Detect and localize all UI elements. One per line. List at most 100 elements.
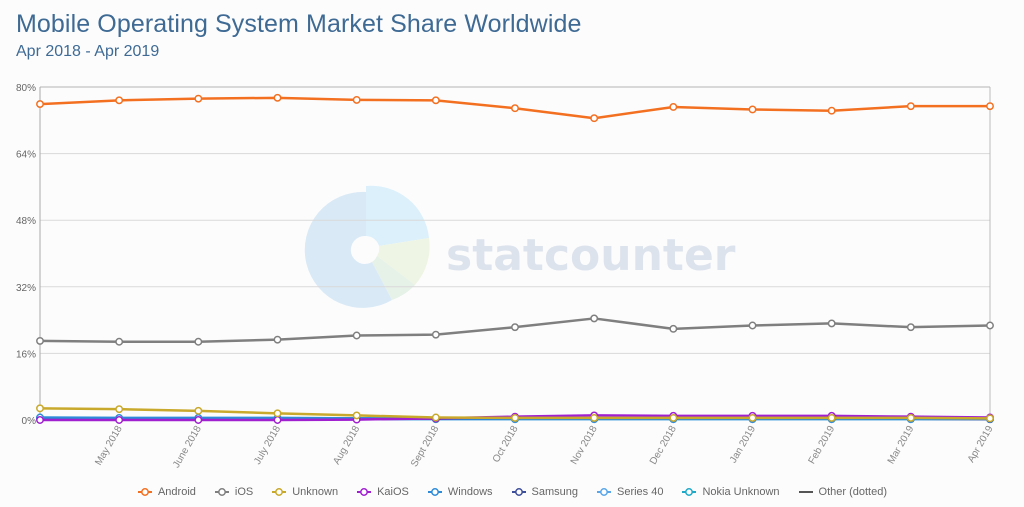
series-unknown[interactable] xyxy=(36,404,994,423)
data-point[interactable] xyxy=(352,95,361,104)
data-point[interactable] xyxy=(986,321,994,330)
data-point[interactable] xyxy=(194,94,203,103)
chart-subtitle: Apr 2018 - Apr 2019 xyxy=(16,43,160,60)
data-point[interactable] xyxy=(273,93,282,102)
circle-marker-icon xyxy=(511,488,526,496)
data-point[interactable] xyxy=(352,411,361,420)
data-point[interactable] xyxy=(669,324,678,333)
data-point[interactable] xyxy=(590,413,599,422)
legend-item-samsung[interactable]: Samsung xyxy=(511,486,578,498)
circle-marker-icon xyxy=(427,488,442,496)
legend-label: KaiOS xyxy=(377,486,409,498)
legend-item-android[interactable]: Android xyxy=(137,486,196,498)
data-point[interactable] xyxy=(511,323,519,332)
x-tick-label: Sept 2018 xyxy=(409,424,442,469)
circle-marker-icon xyxy=(137,488,152,496)
x-tick-label: Mar 2019 xyxy=(886,424,917,466)
data-point[interactable] xyxy=(115,337,124,346)
data-point[interactable] xyxy=(115,96,124,105)
data-point[interactable] xyxy=(273,335,282,344)
watermark-text: statcounter xyxy=(446,230,736,281)
data-point[interactable] xyxy=(748,321,757,330)
x-tick-label: May 2018 xyxy=(93,424,125,468)
y-tick-label: 80% xyxy=(16,83,36,94)
data-point[interactable] xyxy=(511,413,519,422)
y-tick-label: 32% xyxy=(16,283,36,294)
data-point[interactable] xyxy=(273,416,282,424)
legend-label: Samsung xyxy=(531,486,578,498)
chart-series xyxy=(36,93,994,424)
data-point[interactable] xyxy=(36,416,44,424)
data-point[interactable] xyxy=(115,416,124,424)
data-point[interactable] xyxy=(669,413,678,422)
legend-label: Series 40 xyxy=(617,486,664,498)
data-point[interactable] xyxy=(352,331,361,340)
line-marker-icon xyxy=(798,491,813,493)
data-point[interactable] xyxy=(748,413,757,422)
chart-axes xyxy=(39,87,991,420)
data-point[interactable] xyxy=(669,103,678,111)
data-point[interactable] xyxy=(36,336,44,345)
data-point[interactable] xyxy=(36,100,44,109)
data-point[interactable] xyxy=(431,330,440,339)
data-point[interactable] xyxy=(36,404,44,413)
x-tick-label: Aug 2018 xyxy=(331,424,362,467)
x-axis-labels: May 2018 June 2018 July 2018 Aug 2018 Sept 2… xyxy=(93,424,996,470)
chart-title: Mobile Operating System Market Share Wor… xyxy=(16,10,582,38)
chart-legend: Android iOS Unknown KaiOS Windows Samsung Seri… xyxy=(0,486,1024,498)
legend-label: iOS xyxy=(234,486,254,498)
data-point[interactable] xyxy=(431,413,440,422)
circle-marker-icon xyxy=(597,488,611,496)
data-point[interactable] xyxy=(194,416,203,424)
x-tick-label: Jan 2019 xyxy=(728,424,758,466)
legend-label: Android xyxy=(157,486,196,498)
x-tick-label: July 2018 xyxy=(252,424,283,467)
data-point[interactable] xyxy=(986,102,994,111)
legend-label: Unknown xyxy=(292,486,339,498)
data-point[interactable] xyxy=(115,405,124,414)
x-tick-label: Oct 2018 xyxy=(491,424,521,465)
data-point[interactable] xyxy=(194,406,203,415)
legend-label: Other (dotted) xyxy=(818,486,888,498)
series-ios[interactable] xyxy=(36,314,994,346)
circle-marker-icon xyxy=(272,488,287,496)
circle-marker-icon xyxy=(357,488,372,496)
data-point[interactable] xyxy=(511,104,519,113)
data-point[interactable] xyxy=(986,414,994,423)
data-point[interactable] xyxy=(273,409,282,418)
legend-label: Nokia Unknown xyxy=(702,486,780,498)
legend-item-kaios[interactable]: KaiOS xyxy=(356,486,409,498)
x-tick-label: June 2018 xyxy=(171,424,204,470)
data-point[interactable] xyxy=(827,413,836,422)
data-point[interactable] xyxy=(827,319,836,328)
data-point[interactable] xyxy=(431,96,440,105)
x-tick-label: Dec 2018 xyxy=(648,424,679,467)
data-point[interactable] xyxy=(906,323,915,332)
circle-marker-icon xyxy=(214,488,229,496)
x-tick-label: Feb 2019 xyxy=(807,424,838,466)
legend-item-series-40[interactable]: Series 40 xyxy=(596,486,663,498)
series-android[interactable] xyxy=(36,93,994,123)
legend-item-nokia-unknown[interactable]: Nokia Unknown xyxy=(681,486,780,498)
y-tick-label: 48% xyxy=(16,216,36,227)
data-point[interactable] xyxy=(906,102,915,111)
legend-item-unknown[interactable]: Unknown xyxy=(271,486,338,498)
y-tick-label: 0% xyxy=(22,416,37,427)
data-point[interactable] xyxy=(906,413,915,422)
y-tick-label: 16% xyxy=(16,349,36,360)
data-point[interactable] xyxy=(590,114,599,123)
data-point[interactable] xyxy=(194,337,203,346)
statcounter-logo-icon xyxy=(304,185,430,308)
legend-item-ios[interactable]: iOS xyxy=(214,486,253,498)
legend-label: Windows xyxy=(447,486,493,498)
data-point[interactable] xyxy=(590,314,599,323)
legend-item-windows[interactable]: Windows xyxy=(427,486,493,498)
x-tick-label: Nov 2018 xyxy=(569,424,600,467)
y-axis-labels: 0% 16% 32% 48% 64% 80% xyxy=(16,83,36,427)
x-tick-label: Apr 2019 xyxy=(966,424,996,465)
y-tick-label: 64% xyxy=(16,150,36,161)
legend-item-other-dotted-[interactable]: Other (dotted) xyxy=(798,486,887,498)
data-point[interactable] xyxy=(827,106,836,115)
data-point[interactable] xyxy=(748,105,757,114)
